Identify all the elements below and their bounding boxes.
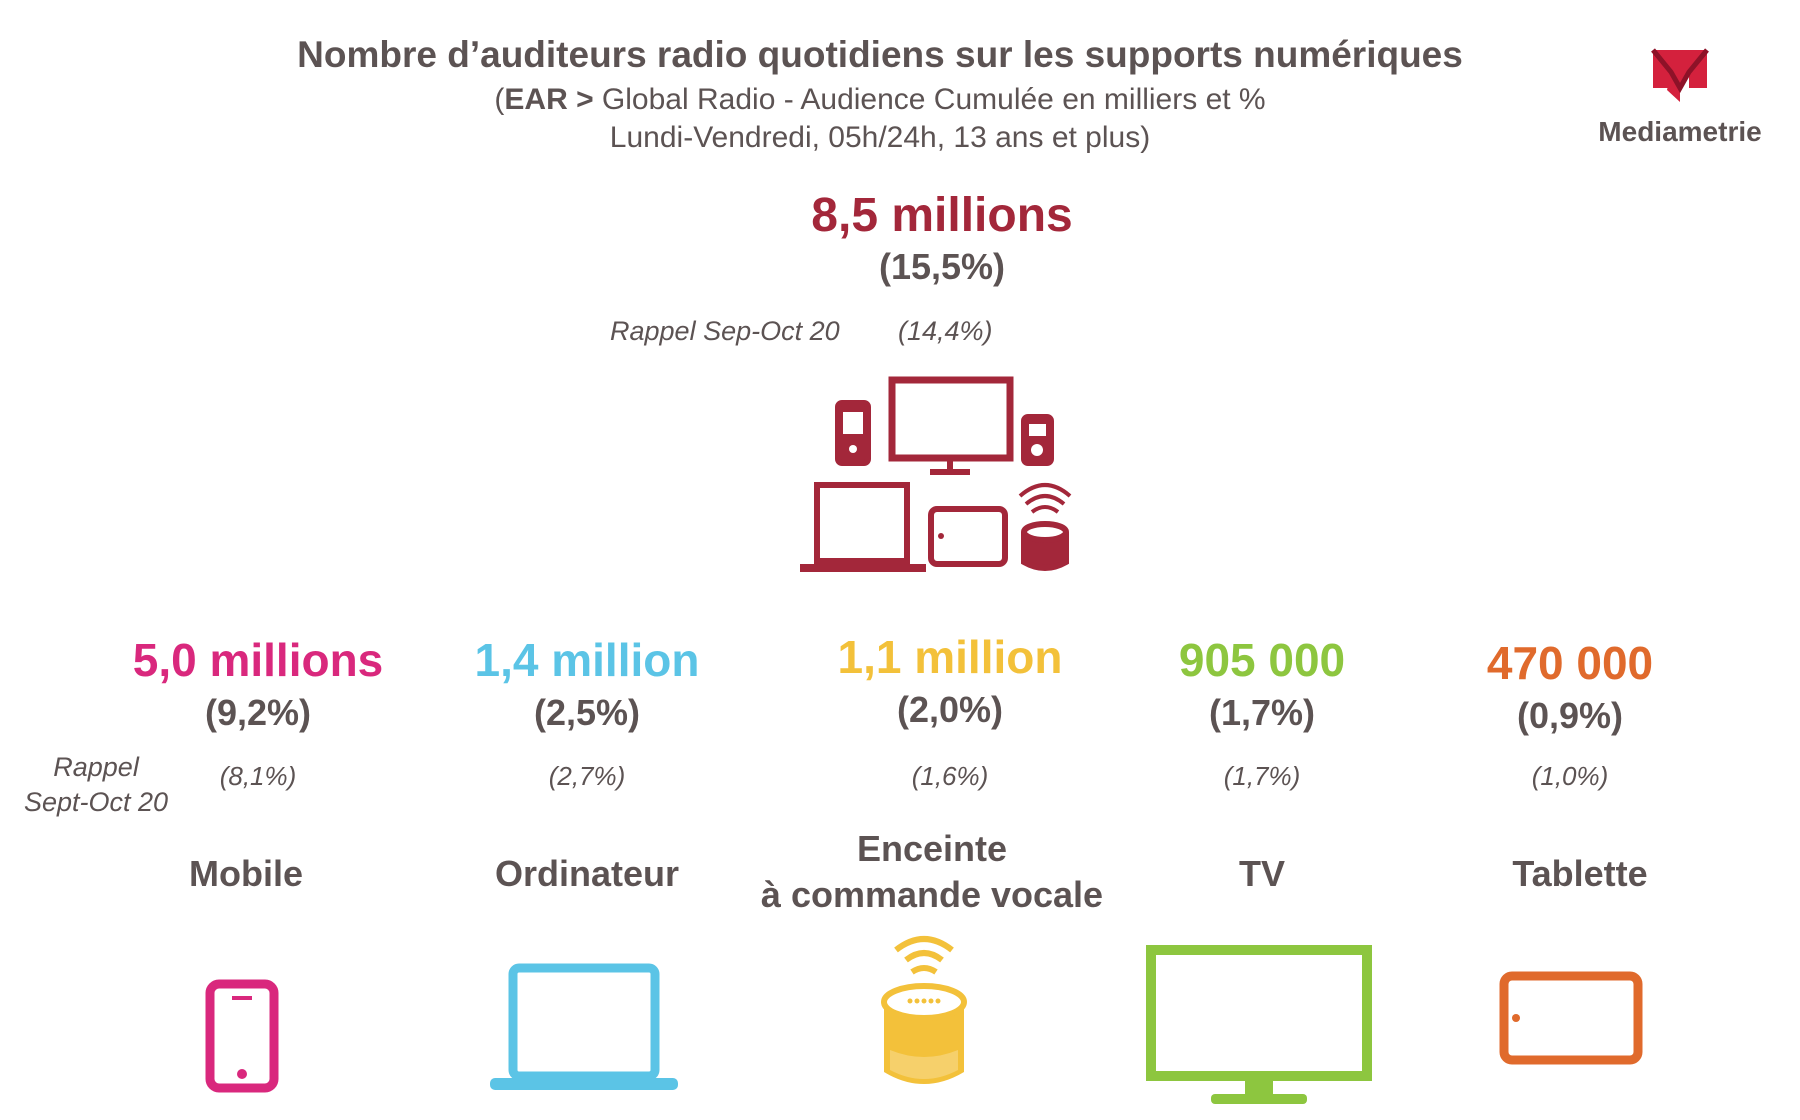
category-name: Ordinateur: [495, 851, 679, 897]
total-pct: (15,5%): [878, 246, 1006, 287]
subtitle-line2-text: Lundi-Vendredi, 05h/24h, 13 ans et plus: [609, 121, 1141, 154]
category-pct: (1,7%): [1208, 692, 1316, 733]
category-rappel: (1,6%): [911, 761, 989, 791]
category-value: 1,4 million: [474, 634, 700, 686]
category-name-line: à commande vocale: [760, 874, 1104, 915]
category-rappel: (1,0%): [1531, 761, 1609, 791]
total-rappel-label: Rappel Sep-Oct 20: [610, 316, 840, 346]
category-name-line: Tablette: [1512, 853, 1648, 894]
category-pct: (0,9%): [1516, 695, 1624, 736]
multi-device-icon: [800, 376, 1072, 572]
category-name-line: Ordinateur: [494, 853, 680, 894]
total-rappel-value: (14,4%): [898, 316, 993, 346]
category-rappel: (8,1%): [219, 761, 297, 791]
chart-subtitle-line2: Lundi-Vendredi, 05h/24h, 13 ans et plus): [610, 121, 1150, 155]
logo-name: Mediametrie: [1598, 116, 1762, 147]
category-value: 905 000: [1178, 634, 1346, 686]
category-value: 1,1 million: [837, 631, 1063, 683]
category-name: Tablette: [1512, 851, 1647, 897]
mediametrie-logo: M: [1651, 48, 1709, 102]
total-value: 8,5 millions: [811, 189, 1073, 242]
rappel-line2: Sept-Oct 20: [24, 787, 169, 817]
category-pct: (9,2%): [204, 692, 312, 733]
chart-subtitle-line1: (EAR > Global Radio - Audience Cumulée e…: [494, 83, 1265, 117]
laptop-icon: [486, 960, 682, 1099]
category-value: 5,0 millions: [132, 634, 384, 686]
category-pct: (2,5%): [533, 692, 641, 733]
category-value: 470 000: [1486, 637, 1654, 689]
open-paren: (: [494, 83, 505, 116]
category-name: Mobile: [189, 851, 303, 897]
tablet-icon: [1498, 970, 1644, 1071]
category-rappel: (1,7%): [1223, 761, 1301, 791]
category-name: TV: [1239, 851, 1285, 897]
category-name: Enceinte à commande vocale: [761, 826, 1103, 918]
subtitle-rest: Global Radio - Audience Cumulée en milli…: [593, 83, 1266, 116]
subtitle-bold: EAR >: [504, 83, 594, 116]
category-name-line: Enceinte: [856, 828, 1008, 869]
category-rappel: (2,7%): [548, 761, 626, 791]
rappel-categories-label: Rappel Sept-Oct 20: [24, 750, 168, 820]
close-paren: ): [1140, 121, 1151, 154]
category-name-line: TV: [1238, 853, 1286, 894]
smartphone-icon: [202, 978, 282, 1099]
rappel-line1: Rappel: [53, 752, 139, 782]
tv-icon: [1145, 944, 1373, 1115]
smart-speaker-icon: [876, 932, 972, 1097]
category-name-line: Mobile: [189, 853, 303, 894]
category-pct: (2,0%): [896, 689, 1004, 730]
chart-title: Nombre d’auditeurs radio quotidiens sur …: [297, 34, 1463, 75]
